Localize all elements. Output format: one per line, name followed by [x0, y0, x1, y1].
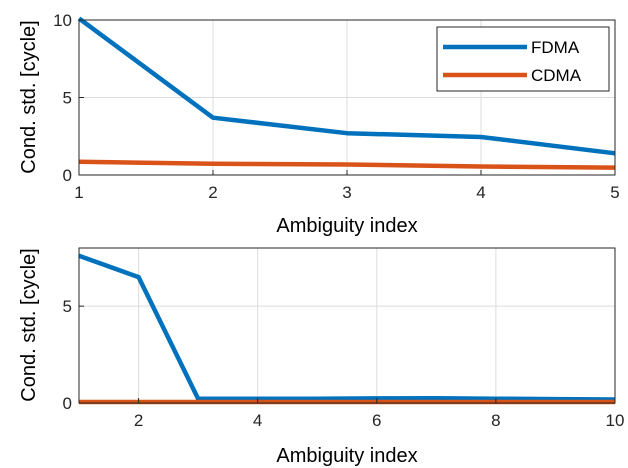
x-tick-label: 2: [134, 411, 143, 430]
grid-bottom: [79, 248, 616, 404]
x-tick-label: 4: [253, 411, 262, 430]
x-tick-label: 3: [342, 183, 351, 202]
x-tick-label: 4: [476, 183, 485, 202]
legend-label-fdma: FDMA: [531, 38, 580, 57]
subplot-top: 1 2 3 4 5 0 5 10 Ambiguity index Cond. std. [cy…: [18, 11, 620, 237]
y-tick-label: 5: [63, 297, 72, 316]
legend-label-cdma: CDMA: [531, 66, 582, 85]
series-line-fdma: [77, 16, 616, 156]
y-axis-label-top: Cond. std. [cycle]: [18, 20, 40, 173]
axes-frame-bottom: [78, 247, 616, 404]
y-axis-label-bottom: Cond. std. [cycle]: [18, 248, 40, 401]
series-top: [77, 16, 616, 170]
legend-box: [436, 26, 610, 92]
y-tick-label: 10: [53, 11, 72, 30]
x-tick-label: 10: [606, 411, 625, 430]
x-axis-label-bottom: Ambiguity index: [276, 445, 417, 467]
y-tick-label: 5: [63, 89, 72, 108]
series-bottom: [78, 253, 616, 405]
y-tick-label: 0: [63, 166, 72, 185]
x-tick-label: 2: [208, 183, 217, 202]
legend: FDMA CDMA: [436, 26, 610, 92]
series-line-fdma: [78, 253, 616, 402]
subplot-bottom: 2 4 6 8 10 0 5 Ambiguity index Cond. std. [cyc…: [18, 247, 625, 467]
ticks-top: 1 2 3 4 5 0 5 10: [53, 11, 620, 202]
x-axis-label-top: Ambiguity index: [276, 215, 417, 237]
x-tick-label: 6: [372, 411, 381, 430]
y-tick-label: 0: [63, 394, 72, 413]
series-line-cdma: [78, 159, 616, 170]
ticks-bottom: 2 4 6 8 10 0 5: [63, 297, 625, 430]
x-tick-label: 1: [74, 183, 83, 202]
x-tick-label: 8: [491, 411, 500, 430]
x-tick-label: 5: [610, 183, 619, 202]
